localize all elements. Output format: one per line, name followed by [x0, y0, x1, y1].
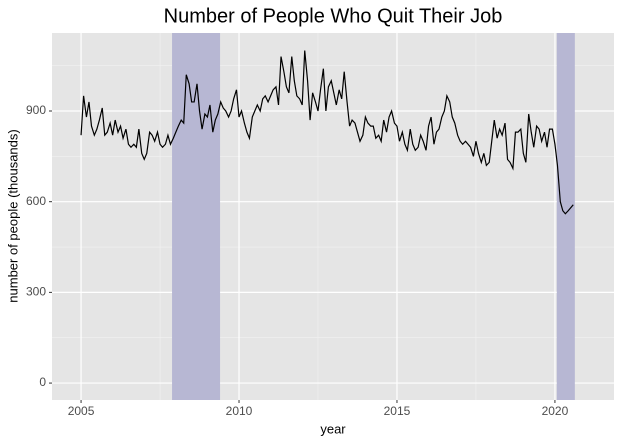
y-axis-title: number of people (thousands)	[5, 129, 20, 302]
y-tick-label: 0	[39, 375, 46, 389]
plot-panel	[52, 33, 614, 400]
y-tick-label: 300	[26, 285, 46, 299]
recession-shade	[172, 33, 221, 400]
y-tick-label: 900	[26, 103, 46, 117]
x-tick-label: 2020	[542, 404, 569, 418]
x-tick-label: 2005	[68, 404, 95, 418]
y-tick-label: 600	[26, 194, 46, 208]
recession-shade	[556, 33, 575, 400]
x-tick-label: 2015	[384, 404, 411, 418]
chart-title: Number of People Who Quit Their Job	[164, 5, 503, 27]
x-axis-title: year	[320, 421, 346, 436]
x-tick-label: 2010	[226, 404, 253, 418]
data-line	[80, 50, 574, 215]
